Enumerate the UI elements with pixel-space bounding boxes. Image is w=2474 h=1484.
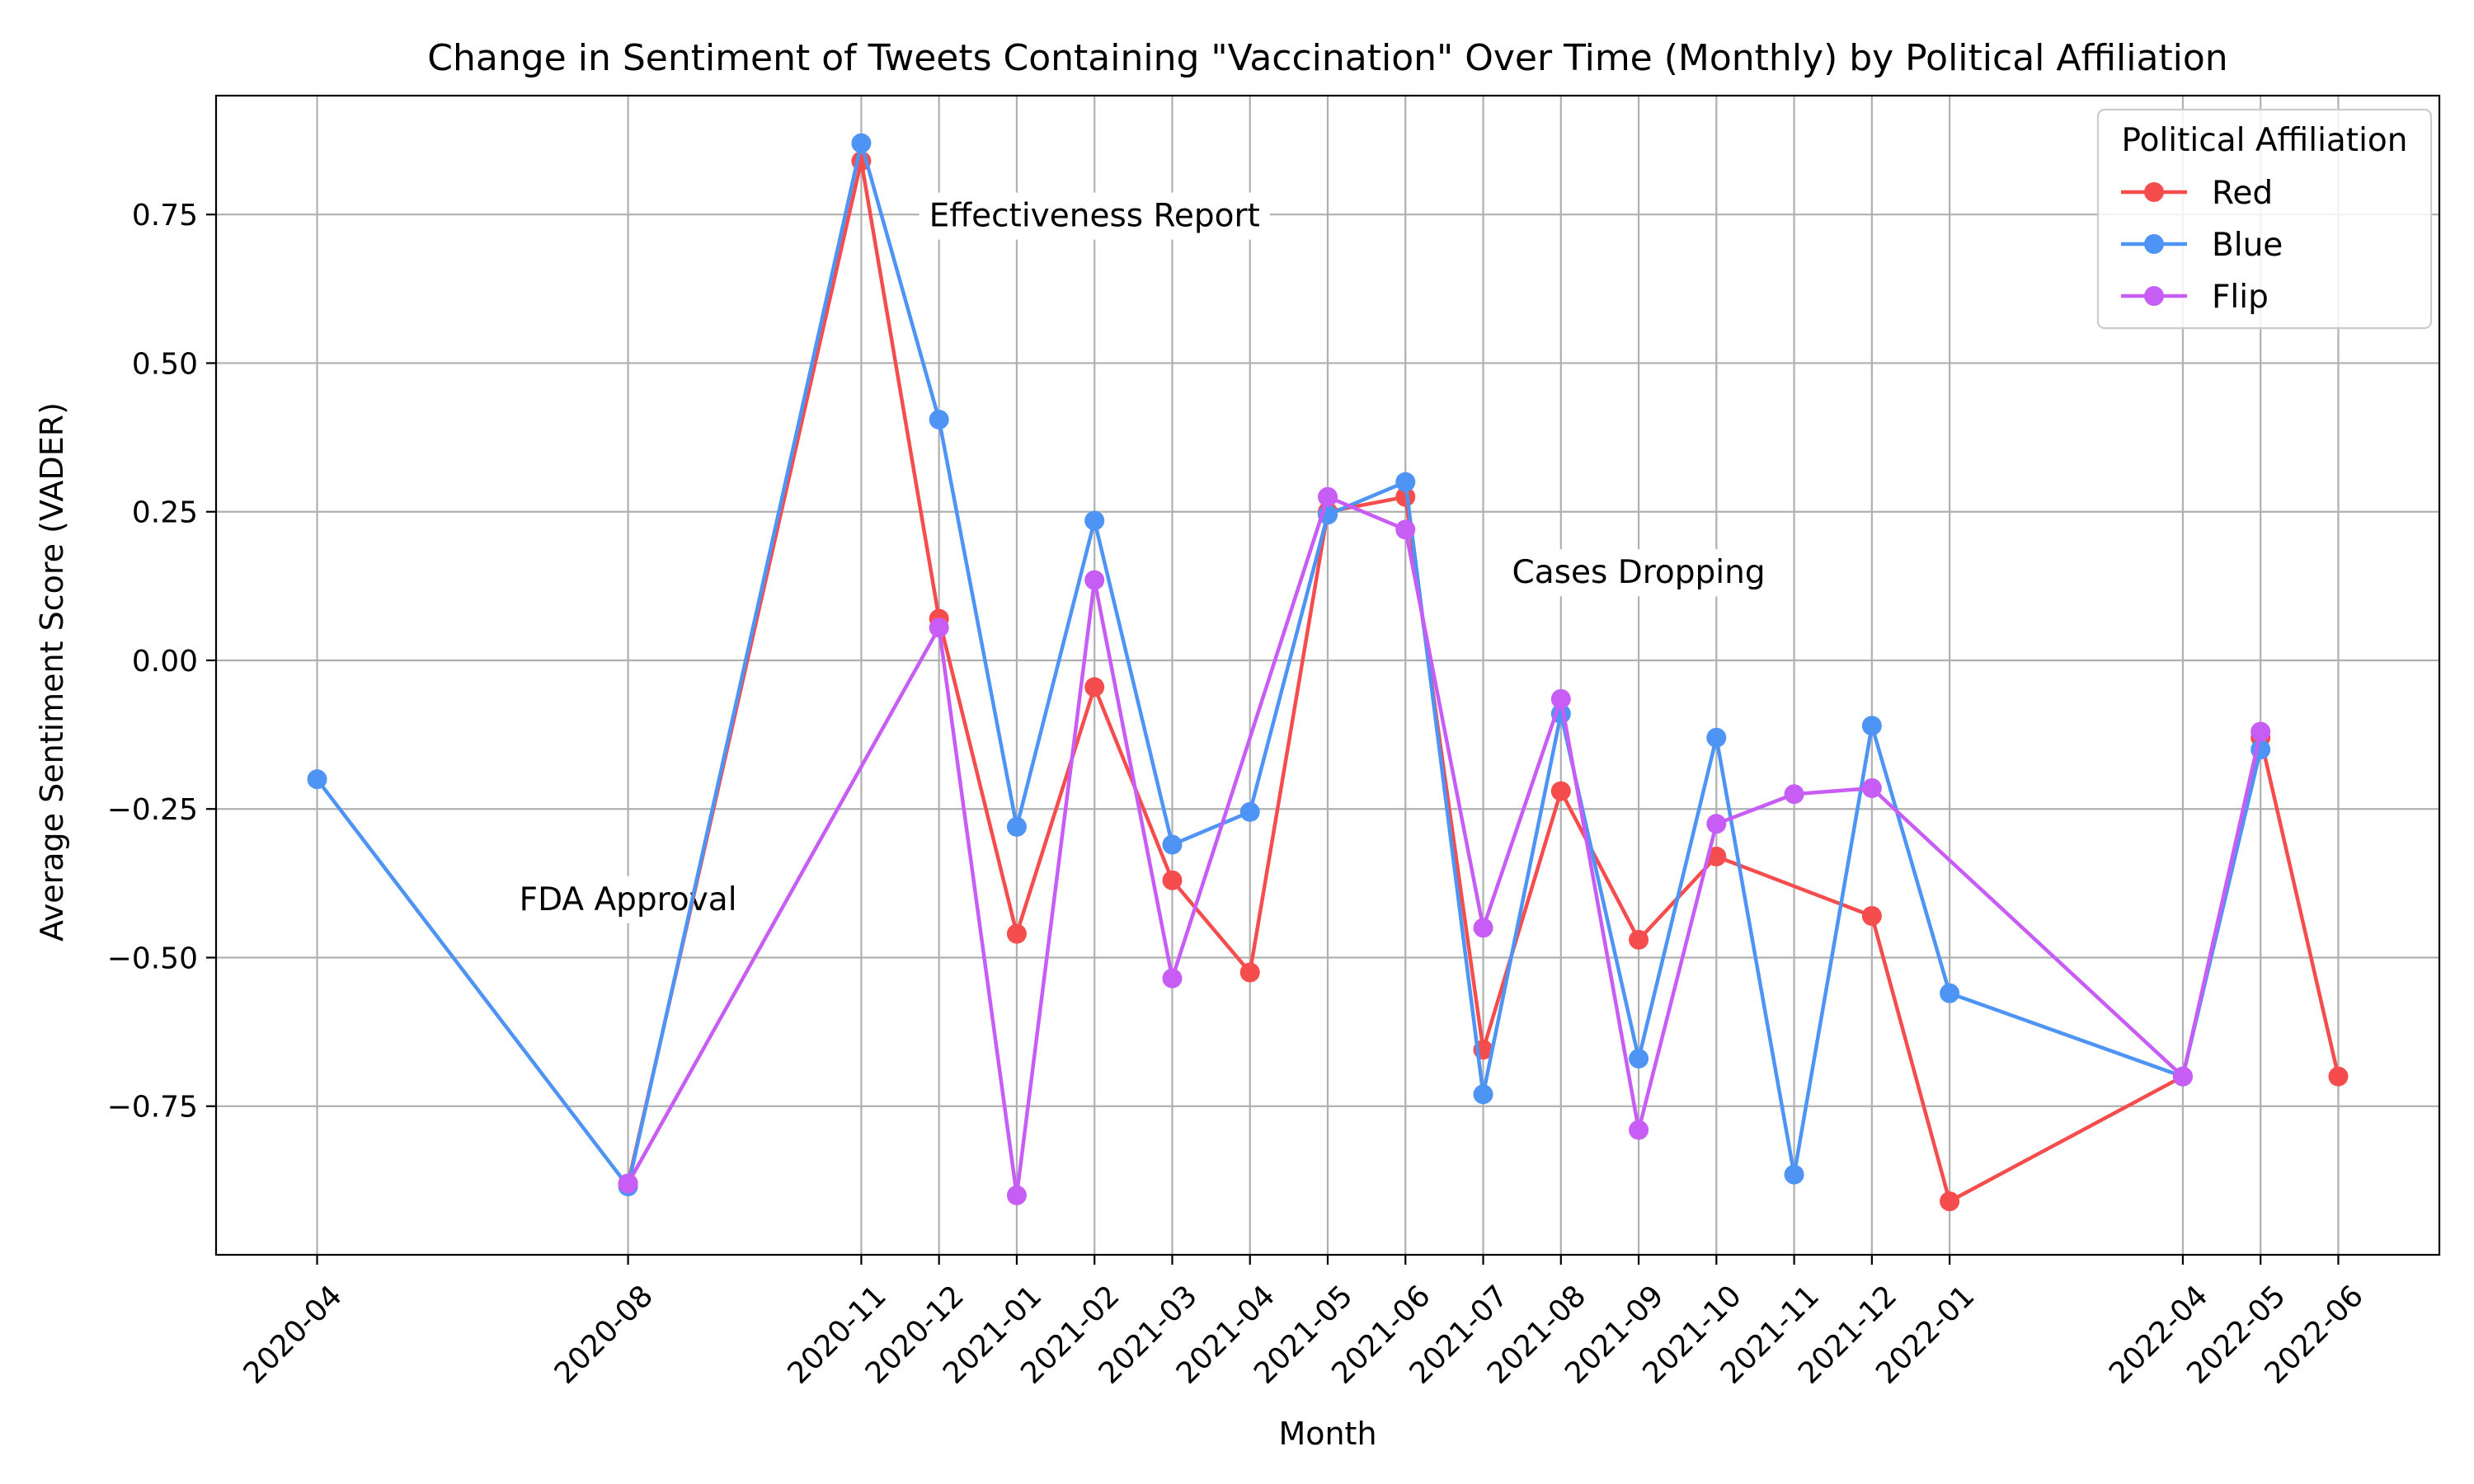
legend-entry-red: Red: [2121, 175, 2273, 212]
legend-marker-red: [2144, 182, 2164, 202]
chart-title: Change in Sentiment of Tweets Containing…: [427, 37, 2227, 79]
data-point-red: [1006, 923, 1027, 944]
legend-box: [2096, 108, 2433, 330]
y-tick-label: −0.75: [107, 1091, 198, 1125]
legend-label-flip: Flip: [2212, 279, 2269, 316]
data-point-red: [2328, 1066, 2349, 1087]
data-point-flip: [1861, 777, 1882, 798]
legend-label-blue: Blue: [2212, 227, 2283, 264]
x-tick-label: 2020-04: [238, 1279, 349, 1390]
legend-entry-flip: Flip: [2121, 279, 2269, 316]
data-point-blue: [307, 769, 327, 790]
data-point-flip: [618, 1173, 638, 1194]
data-point-blue: [1706, 727, 1727, 748]
data-point-red: [1706, 846, 1727, 866]
data-point-red: [1940, 1191, 1960, 1212]
annotation: FDA Approval: [509, 876, 747, 923]
data-point-red: [1239, 962, 1260, 983]
axes-layer: 2020-04 2020-08 2020-112020-122021-012021-…: [107, 94, 2441, 1391]
data-point-blue: [851, 133, 872, 153]
y-tick-label: −0.50: [107, 942, 198, 975]
data-point-blue: [1084, 510, 1105, 531]
annotation-text: Cases Dropping: [1512, 554, 1766, 591]
annotation: Cases Dropping: [1502, 549, 1776, 597]
data-point-flip: [2172, 1066, 2193, 1087]
y-tick-label: −0.25: [107, 793, 198, 827]
data-point-flip: [1629, 1120, 1649, 1140]
plot-frame: [214, 94, 2441, 1256]
x-tick-label: 2020-08: [548, 1279, 660, 1390]
data-point-flip: [1084, 570, 1105, 590]
annotation: Effectiveness Report: [919, 192, 1270, 240]
y-tick-label: 0.50: [132, 347, 198, 381]
legend-entries: Red Blue Flip: [2121, 175, 2283, 316]
data-point-flip: [929, 618, 949, 638]
data-point-blue: [1162, 834, 1183, 855]
data-point-flip: [1706, 814, 1727, 834]
series-layer: [307, 133, 2349, 1212]
y-tick-label: 0.25: [132, 496, 198, 530]
data-point-red: [1395, 486, 1416, 507]
annotation-background: [509, 876, 747, 923]
series-line-flip: [626, 495, 2263, 1198]
data-point-flip: [1784, 784, 1804, 805]
data-point-flip: [1318, 486, 1338, 507]
data-point-flip: [1473, 918, 1493, 938]
data-point-blue: [1239, 801, 1260, 822]
data-point-red: [1861, 906, 1882, 927]
data-point-flip: [1162, 968, 1183, 989]
data-point-flip: [1006, 1185, 1027, 1205]
data-point-blue: [1861, 716, 1882, 736]
data-point-red: [1629, 929, 1649, 950]
data-point-red: [1550, 781, 1571, 801]
data-point-blue: [1629, 1049, 1649, 1069]
annotation-layer: FDA Approval Effectiveness Report Cases Dr…: [509, 192, 1776, 923]
data-point-flip: [2251, 721, 2271, 742]
legend-entry-blue: Blue: [2121, 227, 2283, 264]
series-blue: [307, 133, 2271, 1197]
annotation-background: [1502, 549, 1776, 597]
annotation-text: FDA Approval: [520, 881, 737, 918]
series-line-blue: [315, 141, 2263, 1189]
data-point-blue: [1006, 816, 1027, 837]
legend-marker-flip: [2144, 286, 2164, 306]
data-point-red: [1084, 677, 1105, 697]
annotation-background: [919, 192, 1270, 240]
data-point-red: [1162, 870, 1183, 890]
x-axis-label: Month: [1278, 1416, 1376, 1452]
series-flip: [618, 486, 2271, 1205]
data-point-blue: [1473, 1084, 1493, 1105]
legend-label-red: Red: [2212, 175, 2273, 212]
series-line-red: [626, 159, 2340, 1204]
data-point-blue: [1784, 1164, 1804, 1185]
y-axis-label: Average Sentiment Score (VADER): [34, 402, 70, 942]
y-tick-label: 0.00: [132, 645, 198, 679]
legend-title: Political Affiliation: [2121, 122, 2407, 159]
legend-marker-blue: [2144, 234, 2164, 254]
legend: Political Affiliation Red Blue Flip: [2096, 108, 2433, 330]
y-tick-label: 0.75: [132, 199, 198, 232]
annotation-text: Effectiveness Report: [929, 198, 1260, 235]
data-point-flip: [1395, 519, 1416, 540]
data-point-blue: [1940, 983, 1960, 1003]
data-point-blue: [929, 409, 949, 430]
data-point-flip: [1550, 688, 1571, 709]
data-point-blue: [1395, 472, 1416, 492]
